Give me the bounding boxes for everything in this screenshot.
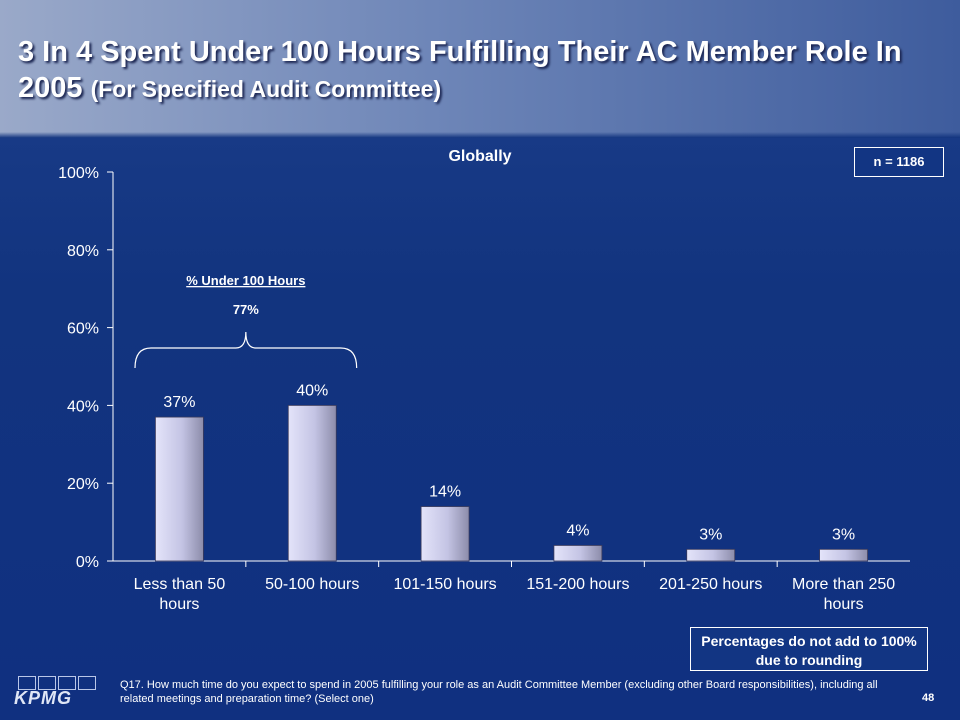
rounding-note: Percentages do not add to 100% due to ro…: [690, 627, 928, 671]
data-label: 3%: [699, 526, 722, 543]
data-label: 3%: [832, 526, 855, 543]
data-label: 37%: [163, 394, 195, 411]
y-tick-label: 0%: [76, 554, 99, 571]
bar: [819, 548, 868, 562]
x-tick-label: Less than 50: [134, 576, 226, 593]
question-footnote: Q17. How much time do you expect to spen…: [120, 679, 878, 705]
y-tick-label: 60%: [67, 321, 99, 338]
annotation-label: % Under 100 Hours: [186, 273, 305, 288]
slide-title: 3 In 4 Spent Under 100 Hours Fulfilling …: [18, 34, 938, 107]
bar: [287, 404, 337, 562]
bar: [155, 416, 204, 562]
logo-boxes: [18, 676, 98, 695]
y-tick-label: 80%: [67, 243, 99, 260]
x-tick-label: hours: [159, 596, 199, 613]
y-tick-label: 100%: [58, 165, 99, 182]
x-tick-label: 151-200 hours: [526, 576, 629, 593]
x-tick-label: hours: [824, 596, 864, 613]
x-tick-label: More than 250: [792, 576, 895, 593]
title-subtitle: (For Specified Audit Committee): [90, 76, 442, 102]
under-100-annotation: % Under 100 Hours 77%: [134, 273, 358, 369]
title-main: 3 In 4 Spent Under 100 Hours Fulfilling …: [18, 36, 902, 104]
x-tick-label: 101-150 hours: [393, 576, 496, 593]
header-photo-band: [0, 0, 960, 138]
annotation-value: 77%: [233, 302, 259, 317]
logo-wordmark: KPMG: [14, 688, 72, 708]
x-tick-label: 201-250 hours: [659, 576, 762, 593]
y-tick-label: 40%: [67, 398, 99, 415]
brace-shape: [134, 331, 358, 369]
data-label: 4%: [566, 522, 589, 539]
chart-title: Globally: [448, 148, 512, 165]
kpmg-logo: KPMG: [8, 676, 98, 712]
y-axis-ticks: 0% 20% 40% 60% 80% 100%: [58, 165, 113, 571]
bar: [420, 506, 470, 562]
data-labels-group: 37% 40% 14% 4% 3% 3%: [163, 382, 855, 543]
bar: [553, 545, 603, 562]
page-number: 48: [922, 692, 935, 704]
x-tick-label: 50-100 hours: [265, 576, 359, 593]
y-tick-label: 20%: [67, 476, 99, 493]
bar: [686, 548, 736, 562]
bars-group: [155, 404, 868, 562]
data-label: 40%: [296, 382, 328, 399]
x-axis-labels: Less than 50 hours 50-100 hours 101-150 hou…: [134, 561, 895, 613]
chart-axes: [112, 172, 910, 562]
data-label: 14%: [429, 484, 461, 501]
sample-size-box: n = 1186: [854, 147, 944, 177]
